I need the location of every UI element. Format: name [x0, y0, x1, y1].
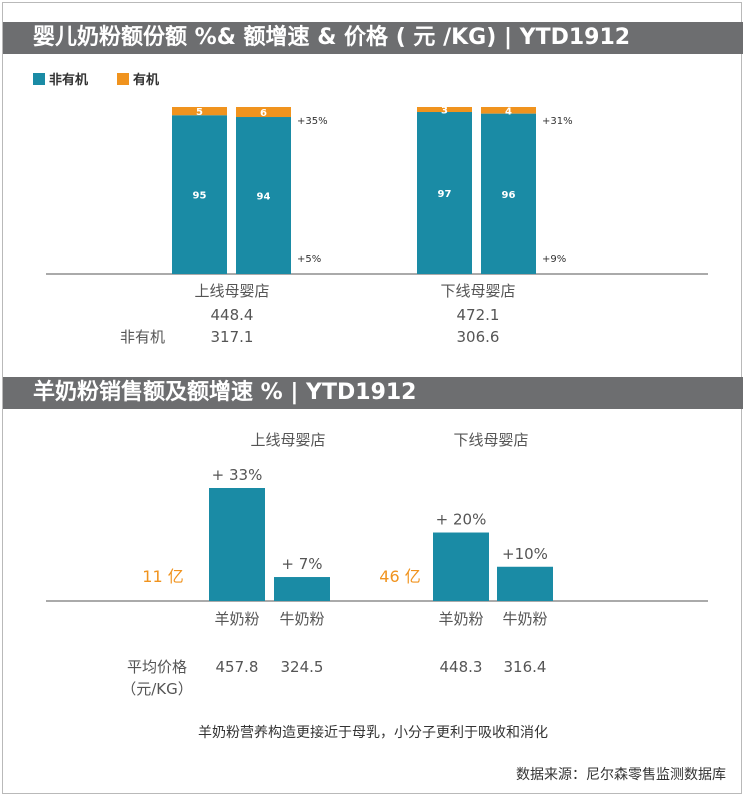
growth-label-nonorganic: +9%: [542, 254, 566, 265]
section-title-bar-1: 婴儿奶粉额份额 %& 额增速 & 价格 ( 元 /KG) | YTD1912: [3, 22, 743, 54]
growth-value-label: +10%: [502, 545, 548, 563]
data-label-organic: 5: [196, 107, 203, 118]
legend-swatch-nonorganic: [33, 73, 45, 85]
growth-label-organic: +35%: [297, 116, 328, 127]
data-label-organic: 6: [260, 108, 267, 119]
x-tick-label: 羊奶粉: [214, 610, 259, 628]
growth-label-organic: +31%: [542, 116, 573, 127]
footnote: 羊奶粉营养构造更接近于母乳，小分子更利于吸收和消化: [198, 725, 548, 741]
growth-bar: [274, 577, 330, 601]
avg-price-value: 316.4: [504, 658, 547, 676]
growth-bar: [497, 566, 553, 601]
price-nonorganic: 317.1: [211, 328, 254, 346]
sales-total-label: 11 亿: [142, 567, 183, 586]
group-title: 上线母婴店: [250, 431, 325, 449]
x-tick-label: 羊奶粉: [438, 610, 483, 628]
section-title-2: 羊奶粉销售额及额增速 % | YTD1912: [33, 380, 417, 405]
bar-nonorganic: [236, 117, 291, 275]
legend-label-nonorganic: 非有机: [49, 72, 88, 88]
bar-nonorganic: [417, 112, 472, 274]
data-label-nonorganic: 95: [193, 191, 207, 202]
avg-price-value: 448.3: [440, 658, 483, 676]
growth-value-label: + 33%: [212, 466, 263, 484]
avg-price-value: 324.5: [281, 658, 324, 676]
group-title: 下线母婴店: [453, 431, 528, 449]
data-label-nonorganic: 94: [257, 192, 271, 203]
avg-price-value: 457.8: [216, 658, 259, 676]
x-tick-label: 牛奶粉: [502, 610, 547, 628]
data-label-nonorganic: 97: [438, 189, 452, 200]
data-label-nonorganic: 96: [502, 190, 516, 201]
growth-label-nonorganic: +5%: [297, 254, 321, 265]
x-tick-label: 牛奶粉: [279, 610, 324, 628]
growth-bar: [433, 532, 489, 601]
row-label-nonorganic: 非有机: [120, 328, 165, 346]
data-label-organic: 4: [505, 106, 512, 117]
price-total: 472.1: [457, 306, 500, 324]
growth-bar: [209, 488, 265, 601]
category-label: 下线母婴店: [440, 282, 515, 300]
bar-organic: [236, 107, 291, 118]
bar-organic: [417, 107, 472, 113]
sales-total-label: 46 亿: [379, 567, 420, 586]
price-total: 448.4: [211, 306, 254, 324]
avg-price-label: 平均价格: [127, 658, 187, 676]
price-nonorganic: 306.6: [457, 328, 500, 346]
bar-nonorganic: [172, 115, 227, 274]
source-note: 数据来源：尼尔森零售监测数据库: [516, 767, 726, 783]
growth-value-label: + 20%: [436, 511, 487, 529]
bar-organic: [481, 107, 536, 114]
category-label: 上线母婴店: [194, 282, 269, 300]
growth-value-label: + 7%: [281, 555, 322, 573]
avg-price-unit: （元/KG）: [121, 680, 193, 698]
section-title-bar-2: 羊奶粉销售额及额增速 % | YTD1912: [3, 377, 743, 409]
bar-nonorganic: [481, 113, 536, 275]
bar-organic: [172, 107, 227, 116]
legend-swatch-organic: [117, 73, 129, 85]
chart-organic-share: 非有机 有机 5 95 6 94 +35% +5% 上线母婴店 448.4 317.1 3 97 4 96 +…: [33, 72, 708, 346]
legend-label-organic: 有机: [133, 72, 159, 88]
data-label-organic: 3: [441, 106, 448, 117]
section-title-1: 婴儿奶粉额份额 %& 额增速 & 价格 ( 元 /KG) | YTD1912: [33, 25, 631, 50]
